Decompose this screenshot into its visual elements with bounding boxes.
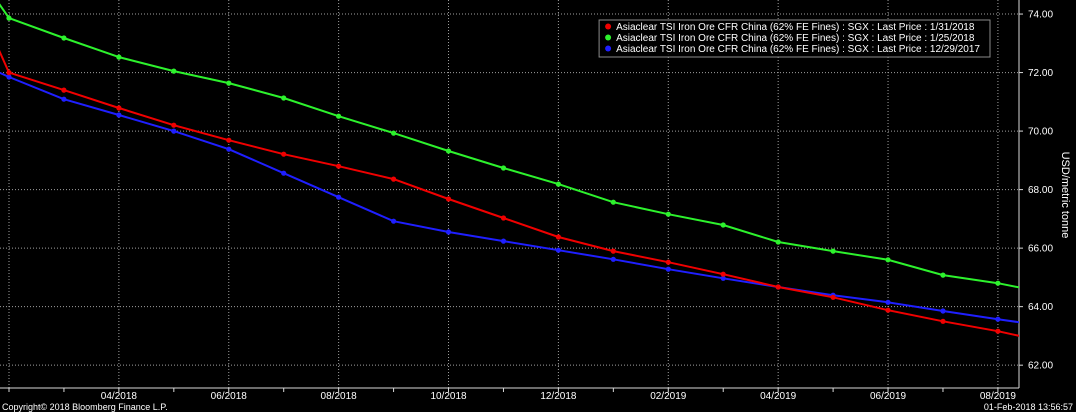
series-1-point bbox=[610, 248, 616, 254]
series-2-point bbox=[775, 239, 781, 245]
x-tick-label: 08/2018 bbox=[321, 391, 358, 402]
y-tick-label: 70.00 bbox=[1028, 127, 1053, 138]
series-2-point bbox=[61, 35, 67, 41]
series-1-point bbox=[720, 271, 726, 277]
axes: 74.00 72.00 70.00 68.00 66.00 64.00 62.00 04/20… bbox=[0, 0, 1053, 402]
series-1-point bbox=[391, 176, 397, 182]
series-2-point bbox=[445, 148, 452, 154]
series-3-point bbox=[720, 275, 726, 281]
series-1-point bbox=[281, 151, 287, 157]
series-2-point bbox=[1050, 292, 1055, 297]
legend-label: Asiaclear TSI Iron Ore CFR China (62% FE… bbox=[616, 33, 975, 44]
series-1-point bbox=[665, 259, 671, 265]
series-1-point bbox=[116, 105, 122, 111]
gridlines bbox=[0, 0, 1019, 388]
legend-box bbox=[598, 19, 991, 58]
series-3-point bbox=[61, 96, 67, 102]
series-2-point bbox=[940, 272, 946, 278]
series-1-point bbox=[830, 294, 836, 300]
series-3-point bbox=[885, 299, 891, 305]
y-tick-label: 66.00 bbox=[1028, 244, 1053, 255]
copyright-text: Copyright© 2018 Bloomberg Finance L.P. bbox=[2, 402, 168, 412]
series-2-point bbox=[116, 54, 122, 60]
timestamp-text: 01-Feb-2018 13:56:57 bbox=[984, 402, 1073, 412]
x-tick-label: 08/2019 bbox=[980, 391, 1017, 402]
series-3-point bbox=[555, 247, 562, 253]
series-1-point bbox=[885, 307, 891, 313]
series-2-point bbox=[555, 181, 562, 187]
series-1-point bbox=[1050, 341, 1055, 346]
series-1-point bbox=[226, 137, 232, 143]
series-3-point bbox=[665, 266, 671, 272]
series-2-point bbox=[226, 80, 232, 86]
y-axis-title: USD/metric tonne bbox=[1059, 152, 1071, 239]
series-1-point bbox=[445, 196, 452, 202]
y-tick-label: 74.00 bbox=[1028, 10, 1053, 21]
series-2-point bbox=[610, 199, 616, 205]
series-3-point bbox=[391, 218, 397, 224]
legend-entry[interactable]: Asiaclear TSI Iron Ore CFR China (62% FE… bbox=[605, 33, 975, 44]
series-2-point bbox=[336, 113, 342, 119]
series-3-point bbox=[336, 194, 342, 200]
series-3-point bbox=[171, 128, 177, 134]
legend-entry[interactable]: Asiaclear TSI Iron Ore CFR China (62% FE… bbox=[605, 22, 975, 33]
series-3-point bbox=[995, 316, 1001, 322]
series-3-point bbox=[610, 256, 616, 262]
series-1-point bbox=[171, 122, 177, 128]
series-3-point bbox=[445, 229, 452, 235]
x-tick-label: 12/2018 bbox=[540, 391, 577, 402]
legend-label: Asiaclear TSI Iron Ore CFR China (62% FE… bbox=[616, 44, 980, 55]
series-2-point bbox=[665, 211, 671, 217]
x-tick-label: 04/2019 bbox=[760, 391, 797, 402]
y-tick-label: 62.00 bbox=[1028, 361, 1053, 372]
series-1-point bbox=[555, 234, 562, 240]
y-tick-label: 64.00 bbox=[1028, 302, 1053, 313]
series-2-point bbox=[171, 68, 177, 74]
series-2-point bbox=[995, 280, 1001, 286]
series-2-point bbox=[720, 222, 726, 228]
legend-marker bbox=[605, 23, 612, 30]
series-3-point bbox=[6, 74, 12, 80]
x-tick-label: 06/2019 bbox=[870, 391, 907, 402]
x-tick-label: 06/2018 bbox=[211, 391, 248, 402]
series-2-point bbox=[830, 248, 836, 254]
series-1-point bbox=[6, 70, 12, 76]
legend-entry[interactable]: Asiaclear TSI Iron Ore CFR China (62% FE… bbox=[605, 44, 980, 55]
x-tick-label: 10/2018 bbox=[430, 391, 467, 402]
series-1-point bbox=[61, 87, 67, 93]
series-3-point bbox=[1050, 325, 1055, 330]
series-3-point bbox=[940, 308, 946, 314]
series-2-point bbox=[6, 15, 12, 21]
legend-marker bbox=[605, 34, 612, 41]
series-1-point bbox=[995, 328, 1001, 334]
series-3-point bbox=[116, 112, 122, 118]
series-2-point bbox=[281, 95, 287, 101]
series-group bbox=[0, 3, 1055, 346]
series-2-point bbox=[391, 130, 397, 136]
y-tick-label: 68.00 bbox=[1028, 185, 1053, 196]
series-2-point bbox=[885, 257, 891, 263]
series-1-point bbox=[500, 215, 507, 221]
legend-label: Asiaclear TSI Iron Ore CFR China (62% FE… bbox=[616, 22, 975, 33]
series-3-point bbox=[226, 146, 232, 152]
series-1-point bbox=[336, 163, 342, 169]
y-tick-label: 72.00 bbox=[1028, 68, 1053, 79]
x-tick-label: 04/2018 bbox=[101, 391, 138, 402]
legend-marker bbox=[605, 45, 612, 52]
series-1-point bbox=[775, 284, 781, 290]
legend[interactable]: Asiaclear TSI Iron Ore CFR China (62% FE… bbox=[598, 19, 991, 58]
series-3-point bbox=[500, 238, 507, 244]
x-tick-label: 02/2019 bbox=[650, 391, 687, 402]
series-1-point bbox=[940, 318, 946, 324]
series-3-point bbox=[281, 170, 287, 176]
series-2-point bbox=[500, 165, 507, 171]
